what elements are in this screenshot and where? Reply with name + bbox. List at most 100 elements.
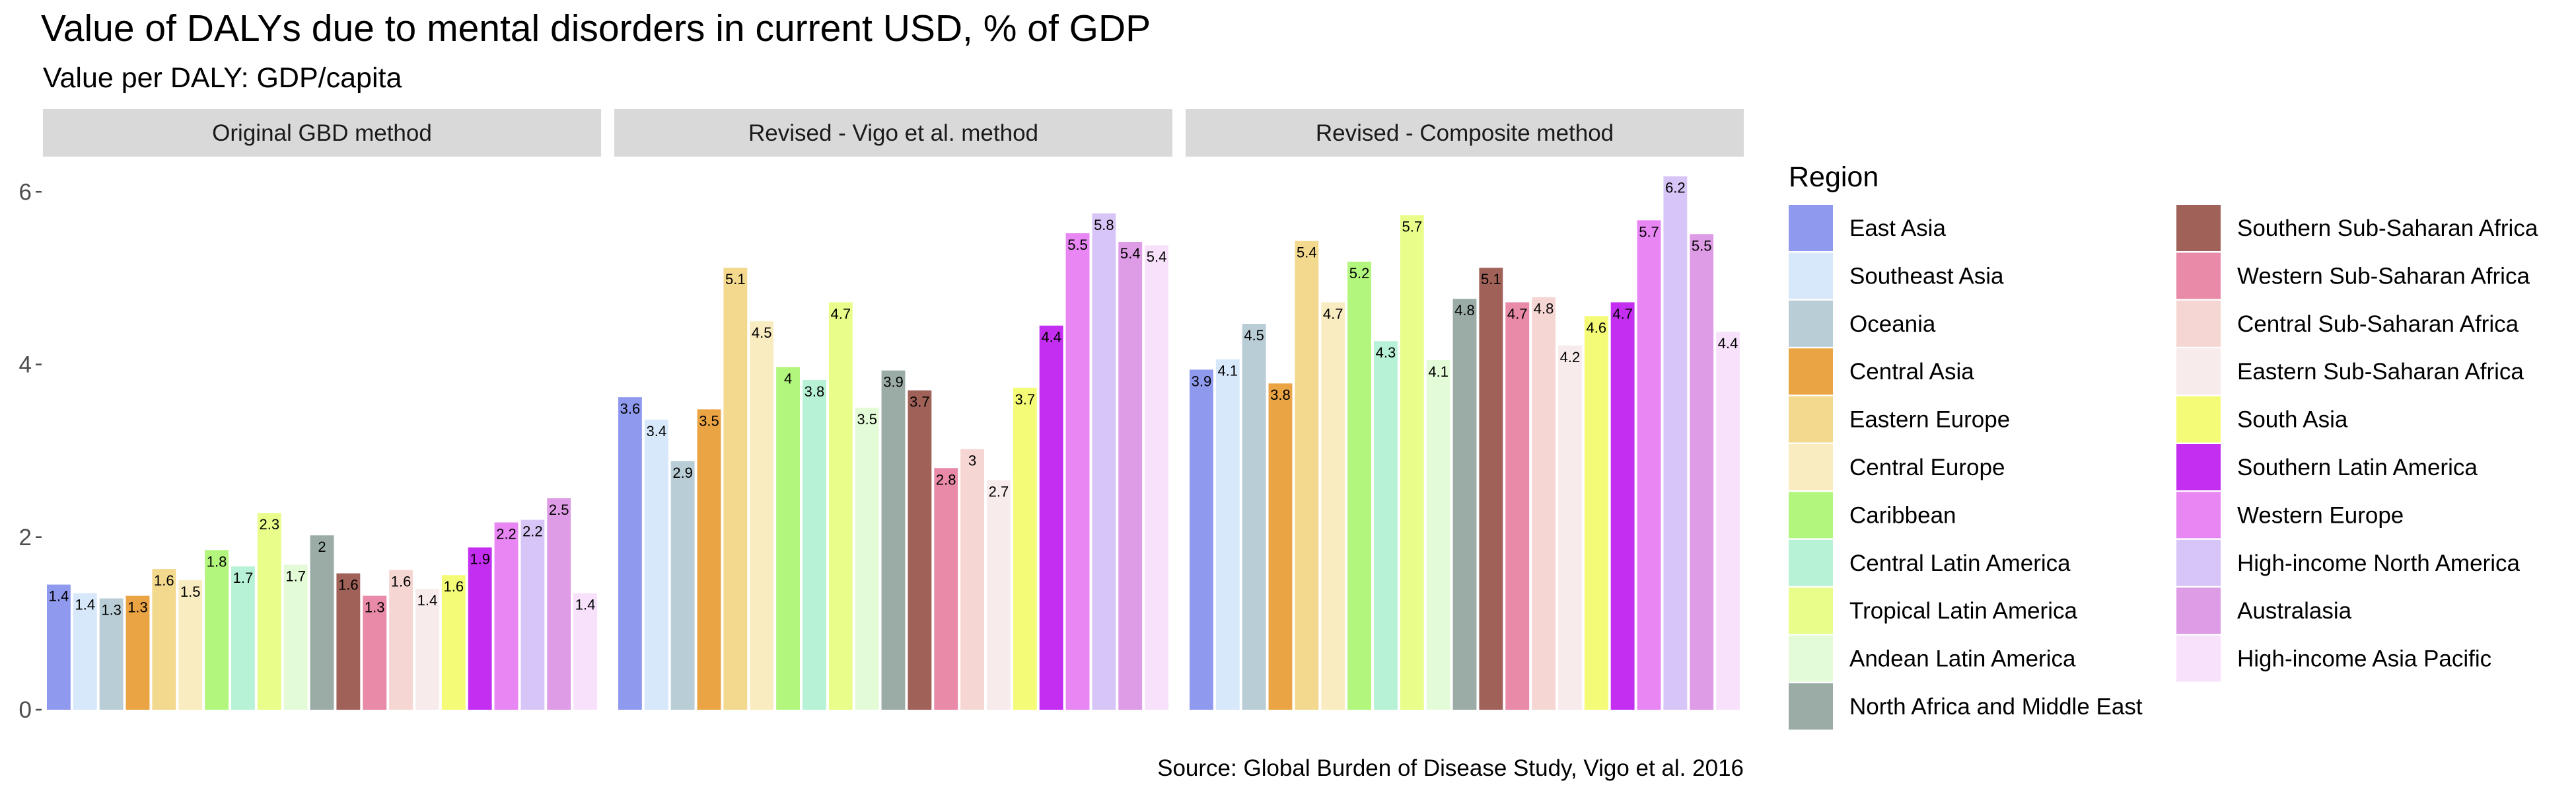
bar-value-label: 2	[318, 539, 326, 555]
bar-value-label: 4.8	[1534, 301, 1554, 317]
bar	[152, 569, 176, 710]
bar-value-label: 5.1	[725, 271, 746, 287]
bar	[1479, 268, 1503, 710]
bar	[205, 550, 229, 710]
legend: East Asia Southeast Asia Oceania Central As…	[1789, 205, 2538, 730]
facet-strip-label: Revised - Composite method	[1316, 120, 1614, 146]
chart-title: Value of DALYs due to mental disorders i…	[41, 7, 1151, 50]
chart-subtitle: Value per DALY: GDP/capita	[43, 62, 402, 94]
bar-value-label: 4.7	[1323, 305, 1343, 322]
bar	[855, 407, 879, 710]
legend-item: North Africa and Middle East	[1789, 683, 2143, 730]
bar	[1716, 331, 1740, 710]
bar	[1013, 387, 1037, 710]
legend-label: Southeast Asia	[1849, 263, 2004, 289]
bar	[1637, 220, 1661, 710]
bar-value-label: 1.4	[575, 597, 596, 613]
bar	[468, 547, 492, 710]
bar	[644, 420, 668, 710]
bar-value-label: 1.4	[49, 588, 69, 605]
bar	[934, 468, 958, 710]
bar	[1065, 233, 1090, 710]
bar-value-label: 1.6	[338, 577, 359, 593]
bar	[723, 268, 748, 710]
bar-value-label: 5.5	[1692, 237, 1712, 254]
bar	[986, 480, 1011, 710]
legend-item: Western Europe	[2176, 492, 2404, 539]
legend-key	[2176, 539, 2221, 586]
bar	[881, 370, 906, 710]
bar	[283, 564, 308, 710]
legend-item: Tropical Latin America	[1789, 587, 2077, 634]
bar-value-label: 4.3	[1376, 344, 1396, 361]
bar-value-label: 4	[784, 370, 792, 387]
bar-value-label: 5.4	[1120, 245, 1141, 262]
bar	[697, 409, 721, 710]
legend-key	[2176, 492, 2221, 539]
y-tick-label: 2	[19, 525, 32, 550]
bar	[1295, 241, 1319, 710]
legend-key	[2176, 300, 2221, 347]
legend-label: North Africa and Middle East	[1849, 694, 2143, 720]
bar	[1145, 245, 1169, 710]
legend-key	[2176, 348, 2221, 395]
bar	[1268, 383, 1293, 710]
legend-label: Western Europe	[2237, 502, 2404, 528]
bar-value-label: 1.7	[285, 568, 306, 585]
bar-value-label: 3.5	[699, 412, 719, 429]
bar-value-label: 4.1	[1428, 363, 1449, 380]
bar	[1452, 299, 1477, 710]
bar	[1426, 359, 1450, 710]
legend-item: Eastern Europe	[1789, 396, 2010, 443]
legend-key	[1789, 683, 1833, 730]
bar	[441, 575, 466, 710]
bar	[1557, 345, 1582, 710]
bar-value-label: 2.2	[522, 523, 543, 540]
y-tick-label: 6	[19, 179, 32, 205]
bar-value-label: 4.5	[1244, 327, 1264, 344]
bar-value-label: 3.6	[620, 400, 641, 417]
legend-item: Southern Latin America	[2176, 444, 2478, 490]
legend-key	[1789, 635, 1833, 682]
bar-value-label: 1.4	[417, 592, 438, 609]
legend-item: Southeast Asia	[1789, 252, 2004, 299]
bar	[231, 566, 255, 710]
legend-label: Central Europe	[1849, 455, 2005, 480]
bar	[670, 461, 695, 710]
bar-value-label: 5.4	[1147, 248, 1167, 265]
bar-value-label: 5.2	[1349, 265, 1370, 282]
bar-value-label: 4.8	[1454, 302, 1475, 319]
bar	[960, 449, 985, 710]
bar-value-label: 1.3	[365, 599, 385, 616]
legend-item: Central Europe	[1789, 444, 2005, 490]
bar	[573, 593, 598, 710]
y-tick-label: 4	[19, 352, 32, 378]
legend-key	[1789, 492, 1833, 539]
y-tick-label: 0	[19, 697, 32, 723]
bar-value-label: 1.6	[391, 573, 411, 589]
legend-key	[2176, 396, 2221, 443]
facet-panel: Revised - Vigo et al. method 3.6 3.4 2.9 3.5…	[614, 109, 1172, 710]
bar-value-label: 1.6	[443, 578, 464, 595]
bar-value-label: 4.7	[830, 305, 851, 322]
bar-value-label: 1.8	[207, 553, 227, 570]
legend-item: Central Asia	[1789, 348, 1974, 395]
bar-value-label: 5.8	[1094, 217, 1114, 233]
legend-item: Southern Sub-Saharan Africa	[2176, 205, 2538, 251]
legend-item: Central Latin America	[1789, 539, 2071, 586]
bar-value-label: 4.1	[1217, 363, 1238, 379]
bar-value-label: 2.7	[989, 484, 1009, 500]
bar	[750, 321, 774, 710]
bar-value-label: 4.5	[752, 324, 772, 341]
bar	[1215, 359, 1240, 710]
legend-label: Caribbean	[1849, 502, 1956, 528]
bar	[125, 595, 150, 710]
bar	[363, 595, 387, 710]
bar-value-label: 3.5	[857, 411, 877, 428]
legend-item: South Asia	[2176, 396, 2348, 443]
legend-label: Central Asia	[1849, 359, 1974, 385]
legend-key	[2176, 635, 2221, 682]
bar-value-label: 3.4	[646, 423, 666, 439]
